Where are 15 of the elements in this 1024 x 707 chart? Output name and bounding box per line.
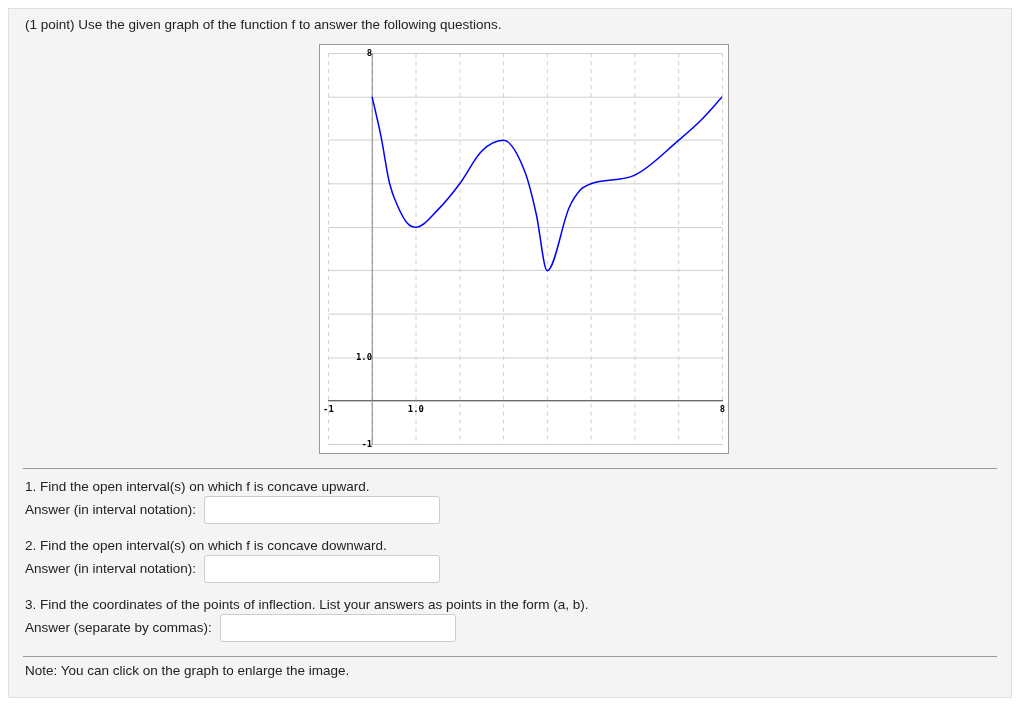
- text: 3. Find the coordinates of the points of inflection. List your answers as points in the form (a, b).: [25, 597, 589, 612]
- y-tick-label: 8: [366, 47, 373, 58]
- text: Answer (in interval notation):: [25, 501, 197, 517]
- y-tick-label: -1: [361, 438, 373, 449]
- x-tick-label: 1.0: [407, 403, 424, 414]
- text: 1. Find the open interval(s) on which f is concave upward.: [25, 479, 370, 494]
- text: Answer (separate by commas):: [25, 619, 212, 635]
- y-tick-label: 1.0: [355, 352, 373, 363]
- text: Answer (in interval notation):: [25, 560, 197, 576]
- x-tick-label: 8: [719, 403, 726, 414]
- line-series: [371, 96, 723, 272]
- chart-title: (1 point) Use the given graph of the function f to answer the following questions.: [25, 17, 503, 32]
- x-tick-label: -1: [322, 403, 334, 414]
- text: Note: You can click on the graph to enlarge the image.: [25, 663, 350, 678]
- text: 2. Find the open interval(s) on which f is concave downward.: [25, 538, 387, 553]
